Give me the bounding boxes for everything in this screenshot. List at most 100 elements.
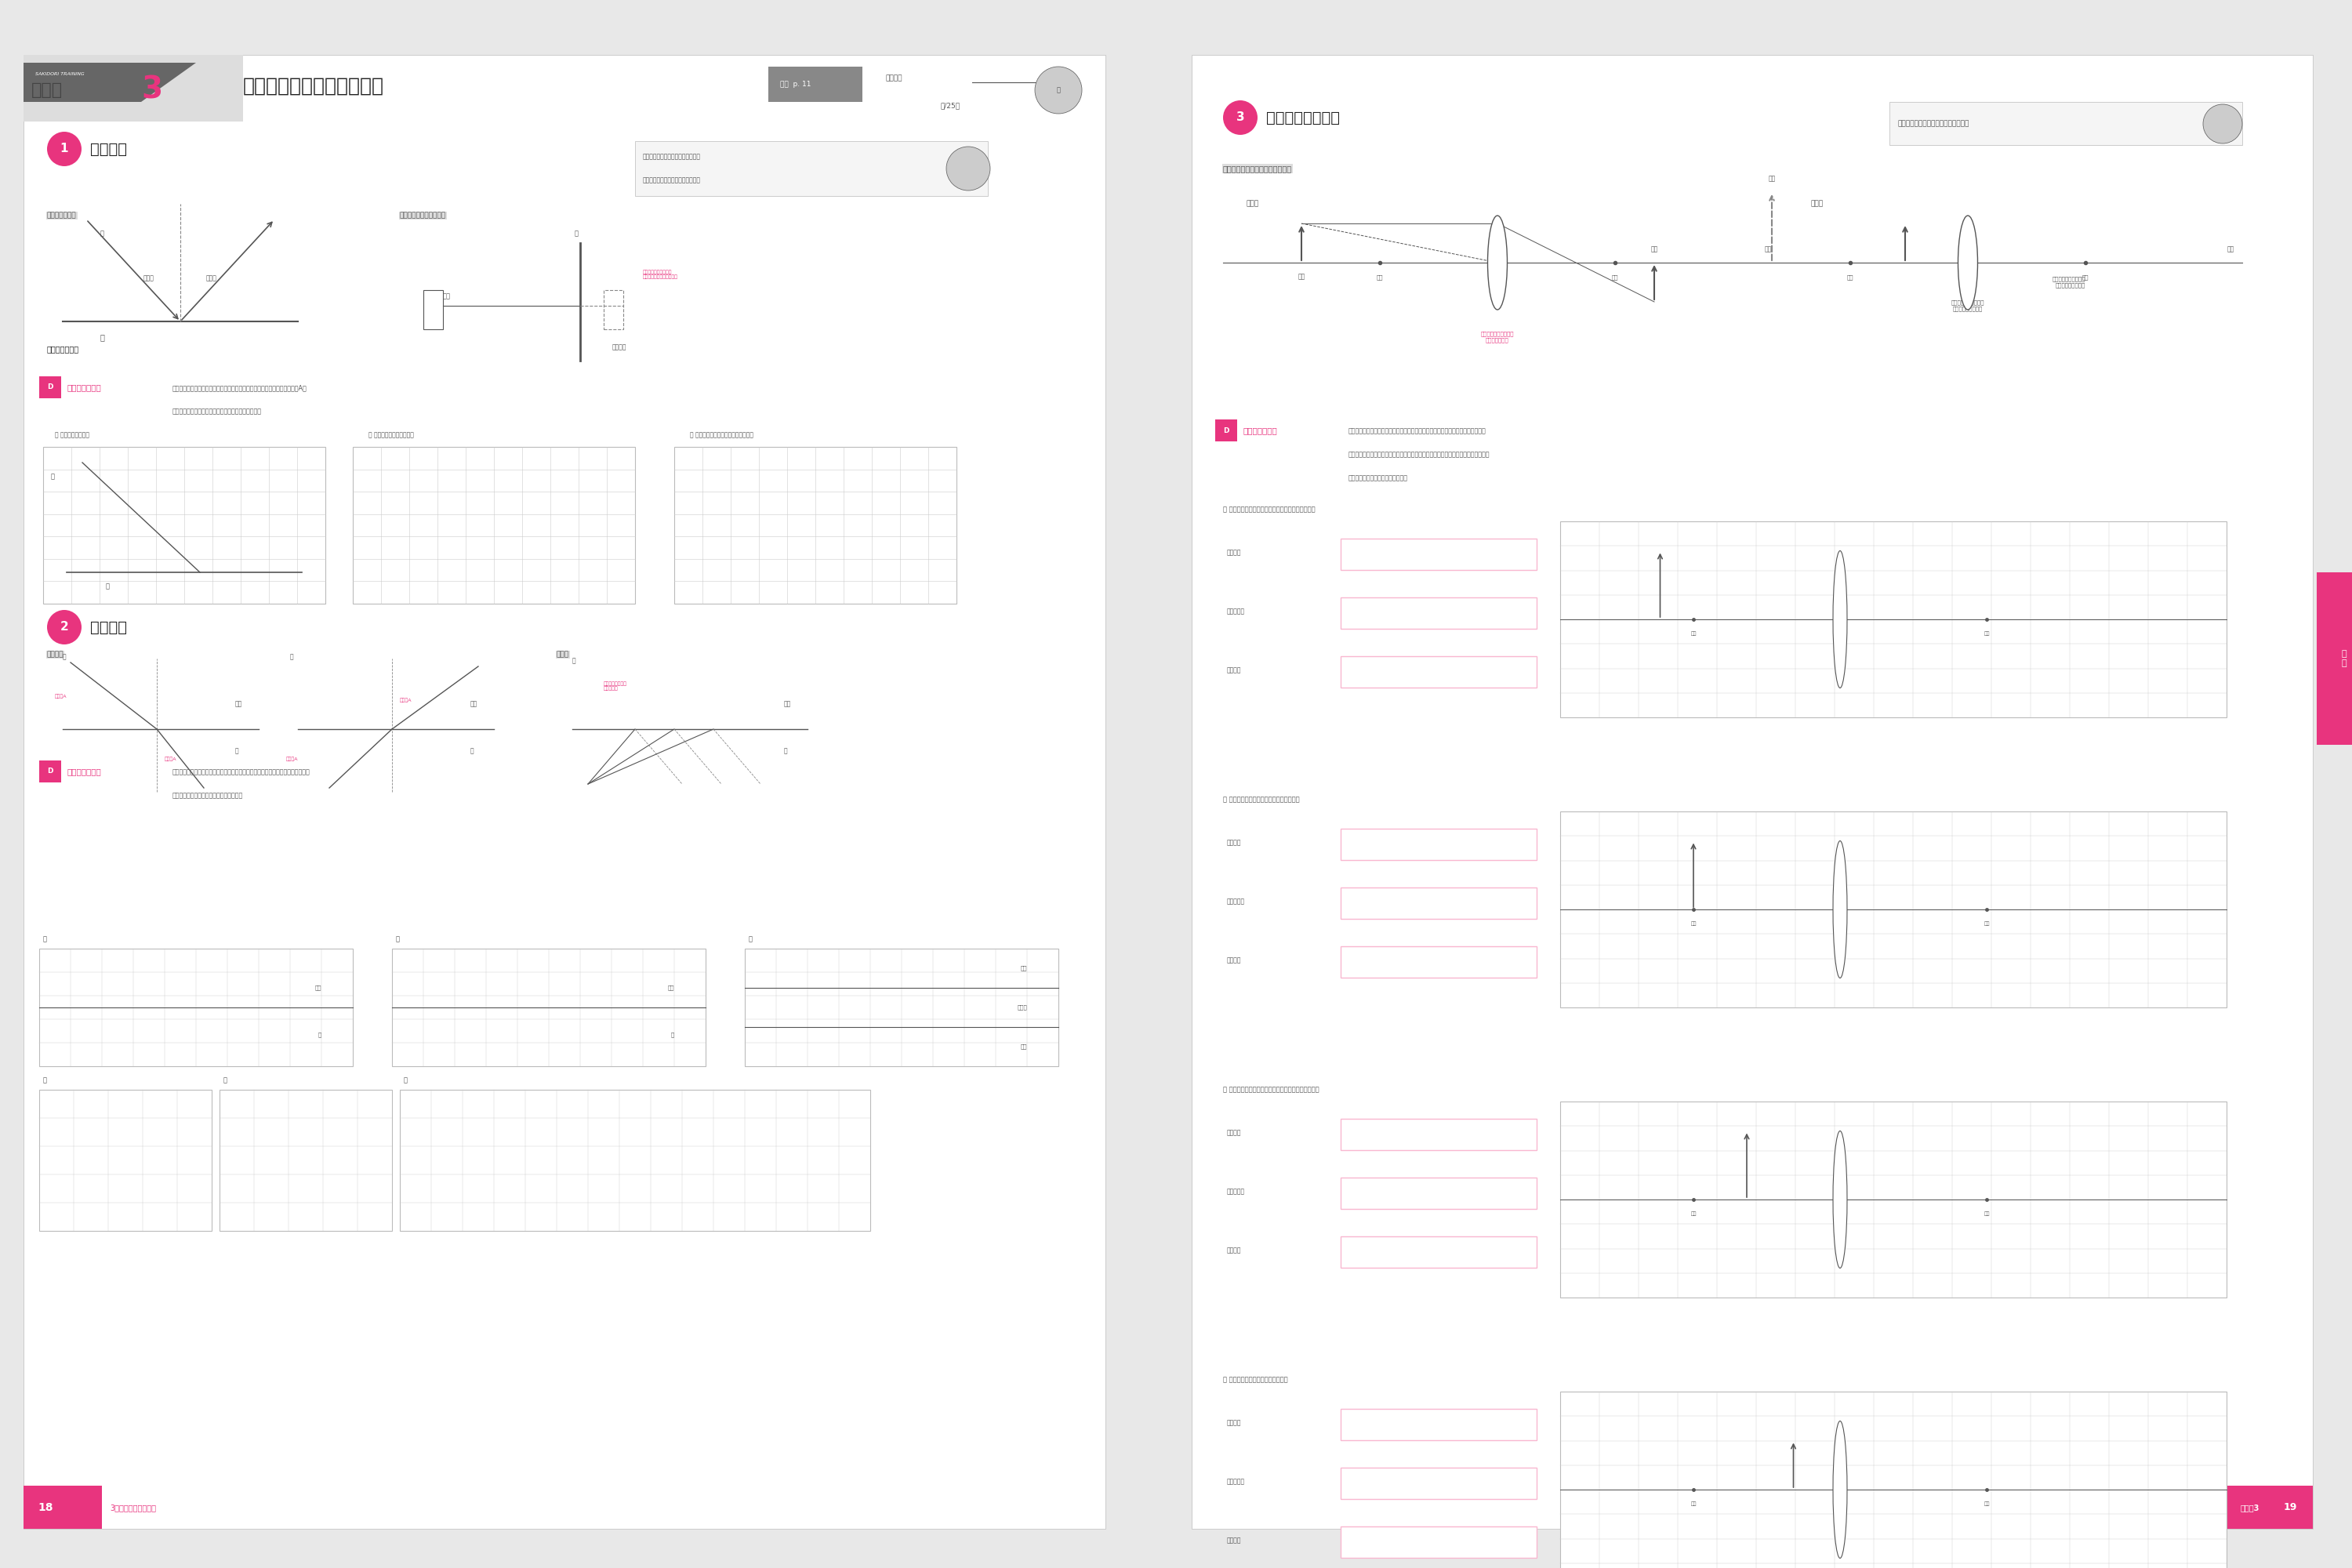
Bar (1559, 521, 2227, 718)
Text: 光の反射: 光の反射 (89, 141, 127, 157)
Bar (769, 66, 863, 102)
Text: 物体の像: 物体の像 (612, 343, 626, 350)
Text: 全反射: 全反射 (557, 651, 569, 659)
Text: の種類（実像か虚像か）、物体と比べた大きさ（大きいか小さいか同じか）、像の向: の種類（実像か虚像か）、物体と比べた大きさ（大きいか小さいか同じか）、像の向 (1348, 452, 1491, 458)
Bar (1559, 1392, 2227, 1568)
Text: 空気: 空気 (1021, 966, 1028, 971)
Text: 像の種類: 像の種類 (1228, 1129, 1242, 1137)
Bar (423, 290, 442, 329)
Text: 焦点: 焦点 (1846, 274, 1853, 279)
Text: 入射角: 入射角 (143, 274, 155, 282)
Text: 先トレ3: 先トレ3 (2241, 1504, 2260, 1512)
Text: 要書  p. 11: 要書 p. 11 (781, 82, 811, 88)
Text: ⑷ 物体が焦点よりも内側にあるとき: ⑷ 物体が焦点よりも内側にあるとき (1223, 1377, 1289, 1383)
Ellipse shape (1957, 216, 1978, 310)
Bar (2194, 1486, 2312, 1529)
Text: 像の種類: 像の種類 (1228, 839, 1242, 847)
Text: ⑹: ⑹ (405, 1077, 407, 1083)
Text: 焦点: 焦点 (1376, 274, 1383, 279)
Text: 像の向き: 像の向き (1228, 666, 1242, 674)
Text: 空気: 空気 (470, 699, 477, 707)
Text: ⑶ 物体が焦点距離の２倍の位置と焦点の間にあるとき: ⑶ 物体が焦点距離の２倍の位置と焦点の間にあるとき (1223, 1087, 1319, 1093)
Bar (1559, 812, 2227, 1008)
Text: 像の種類: 像の種類 (1228, 549, 1242, 557)
Circle shape (946, 146, 990, 190)
Ellipse shape (1832, 550, 1846, 688)
Bar (1341, 1410, 1536, 1441)
Bar (1341, 1468, 1536, 1499)
Text: 3: 3 (1237, 111, 1244, 124)
Bar (746, 949, 1058, 1066)
Bar (219, 1090, 393, 1231)
Text: ⑴ 反射したあとの光: ⑴ 反射したあとの光 (54, 431, 89, 439)
Text: 鏡で反射する光の道すじを作図しなさい。⑶は光の道すじを作図したあと、Aさ: 鏡で反射する光の道すじを作図しなさい。⑶は光の道すじを作図したあと、Aさ (172, 384, 308, 392)
Text: 空気: 空気 (783, 699, 790, 707)
Text: 光: 光 (572, 657, 576, 665)
Text: 凸レンズを通った光の進み方と像: 凸レンズを通った光の進み方と像 (1223, 165, 1291, 172)
Bar (1341, 539, 1536, 571)
Text: ⑴: ⑴ (42, 936, 47, 942)
Text: D: D (47, 384, 54, 390)
Text: 光: 光 (99, 229, 103, 237)
Text: 水: 水 (470, 748, 475, 754)
Text: 光: 光 (64, 652, 66, 660)
Text: 反射角: 反射角 (207, 274, 216, 282)
Text: 凸レンズの中心を通る
光は直進する。: 凸レンズの中心を通る 光は直進する。 (1482, 331, 1515, 342)
Text: 光の屈折: 光の屈折 (47, 651, 64, 659)
Bar (24, 55, 1105, 1529)
Bar (1889, 102, 2241, 146)
Text: 物体: 物体 (442, 292, 452, 299)
Bar (2317, 572, 2352, 745)
Text: 像の大きさ: 像の大きさ (1228, 608, 1244, 615)
Bar (40, 760, 61, 782)
Text: SAKIDORI TRAINING: SAKIDORI TRAINING (35, 72, 85, 77)
Text: 水: 水 (783, 748, 788, 754)
Bar (1341, 946, 1536, 978)
Text: 像の大きさ: 像の大きさ (1228, 1189, 1244, 1195)
Text: 問/25問: 問/25問 (941, 102, 960, 110)
Text: 実像: 実像 (1651, 246, 1658, 252)
Text: 焦点: 焦点 (1691, 1502, 1696, 1507)
Text: ・実像: ・実像 (1247, 201, 1258, 207)
Ellipse shape (1832, 1131, 1846, 1269)
Text: 焦点: 焦点 (1691, 922, 1696, 925)
Text: 猫: 猫 (1056, 86, 1061, 94)
Bar (42, 447, 325, 604)
Text: 先トレ: 先トレ (31, 82, 64, 97)
Text: 像の大きさ: 像の大きさ (1228, 1479, 1244, 1485)
Text: 光軸: 光軸 (2227, 246, 2234, 252)
Text: 焦点: 焦点 (1983, 922, 1990, 925)
Text: ⑷: ⑷ (42, 1077, 47, 1083)
Text: 光の道すじに強くなろう！: 光の道すじに強くなろう！ (242, 77, 383, 96)
Text: 像の位置や大きさの関係をつかもう。: 像の位置や大きさの関係をつかもう。 (1898, 121, 1969, 127)
Bar (1341, 1527, 1536, 1559)
Text: 水: 水 (670, 1032, 675, 1038)
Text: 像の向き: 像の向き (1228, 1537, 1242, 1544)
Bar (1341, 828, 1536, 859)
Ellipse shape (1832, 840, 1846, 978)
Text: 鏡にうつって見える物体: 鏡にうつって見える物体 (400, 212, 447, 220)
Bar (1341, 597, 1536, 629)
Bar (24, 1486, 101, 1529)
Text: 鏡: 鏡 (106, 582, 111, 590)
Text: ・虚像: ・虚像 (1811, 201, 1823, 207)
Text: 光軸に平行な光は焦点
を通るように進む。: 光軸に平行な光は焦点 を通るように進む。 (1952, 299, 1985, 310)
Text: 入射角A: 入射角A (54, 695, 66, 698)
Bar (40, 1090, 212, 1231)
Text: 鏡: 鏡 (99, 332, 103, 340)
Bar (1341, 1178, 1536, 1209)
Text: 像の向き: 像の向き (1228, 1247, 1242, 1254)
Text: に届くまでの光の道すじを作図しなさい。: に届くまでの光の道すじを作図しなさい。 (172, 792, 242, 800)
Text: 空気: 空気 (235, 699, 242, 707)
Text: 虚像を見ると光が出て
いるように見える。: 虚像を見ると光が出て いるように見える。 (2051, 276, 2086, 287)
Text: 水: 水 (235, 748, 240, 754)
Bar (353, 447, 635, 604)
Bar (1559, 1101, 2227, 1298)
Circle shape (1035, 66, 1082, 113)
Bar (675, 447, 957, 604)
Bar (24, 55, 242, 122)
Text: D: D (1223, 426, 1230, 434)
Text: 物体（矢印）が次の位置にあるとき、凸レンズによる像を作図しなさい。また、像: 物体（矢印）が次の位置にあるとき、凸レンズによる像を作図しなさい。また、像 (1348, 428, 1486, 434)
Circle shape (47, 132, 82, 166)
Text: 対称な位置にあるように見えるよ。: 対称な位置にあるように見えるよ。 (642, 177, 701, 183)
